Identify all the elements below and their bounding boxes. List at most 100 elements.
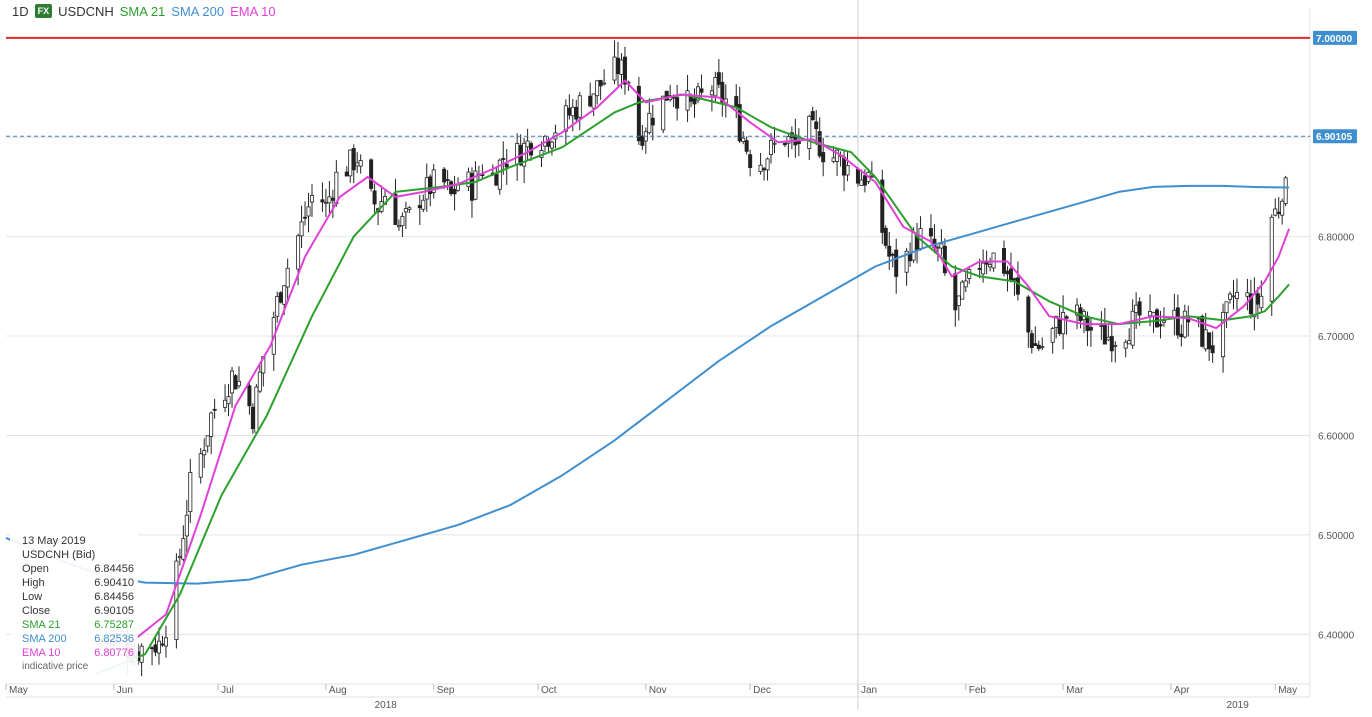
candle-body xyxy=(636,85,641,142)
indicator-sma200-label[interactable]: SMA 200 xyxy=(171,3,225,19)
candle-body xyxy=(153,644,158,653)
candle-body xyxy=(1029,333,1034,349)
x-tick-label: Jan xyxy=(861,685,877,696)
candle-body xyxy=(1280,200,1285,216)
candle-body xyxy=(1224,301,1229,314)
candle-body xyxy=(831,157,836,162)
candle-body xyxy=(796,140,801,145)
candle-body xyxy=(1231,295,1236,298)
candle-body xyxy=(977,268,982,270)
candle-body xyxy=(1106,336,1111,341)
candle-body xyxy=(400,216,405,227)
chart-header: 1D FX USDCNH SMA 21 SMA 200 EMA 10 xyxy=(0,0,276,22)
candle-body xyxy=(744,140,749,152)
candle-body xyxy=(748,154,753,169)
candle-body xyxy=(1113,344,1118,347)
x-tick-label: Mar xyxy=(1066,685,1084,696)
candle-body xyxy=(647,112,652,134)
x-tick-label: Oct xyxy=(541,685,557,696)
candle-body xyxy=(1269,216,1274,302)
candle-body xyxy=(769,139,774,155)
candle-body xyxy=(494,174,499,186)
candle-body xyxy=(1234,292,1239,299)
candle-body xyxy=(1228,293,1233,300)
info-row-label: High xyxy=(22,577,45,589)
candle-body xyxy=(205,435,210,447)
candle-body xyxy=(445,179,450,181)
candle-body xyxy=(501,158,506,160)
candle-body xyxy=(442,168,447,183)
candle-body xyxy=(230,370,235,394)
indicator-sma21-label[interactable]: SMA 21 xyxy=(119,3,166,19)
price-tag-label: 7.00000 xyxy=(1316,34,1353,45)
candle-body xyxy=(344,171,349,177)
candle-body xyxy=(330,197,335,201)
candle-body xyxy=(1273,208,1278,216)
info-row-value: 6.75287 xyxy=(94,619,134,631)
candle-body xyxy=(675,97,680,109)
candle-body xyxy=(1012,278,1017,281)
info-row-label: Close xyxy=(22,605,51,617)
info-row-value: 6.82536 xyxy=(94,633,134,645)
candle-body xyxy=(1137,301,1142,316)
candle-body xyxy=(786,136,791,144)
candle-body xyxy=(807,115,812,149)
info-row-value: 6.84456 xyxy=(94,563,134,575)
fx-icon: FX xyxy=(34,4,53,18)
timeframe-label[interactable]: 1D xyxy=(12,3,29,19)
candle-body xyxy=(1276,211,1281,215)
y-tick-label: 6.60000 xyxy=(1318,431,1355,442)
indicator-ema10-label[interactable]: EMA 10 xyxy=(230,3,276,19)
ohlc-info-panel: 13 May 2019 USDCNH (Bid) Open 6.84456 High… xyxy=(10,532,138,678)
candle-body xyxy=(862,175,867,186)
candle-body xyxy=(616,57,621,74)
candle-body xyxy=(1008,268,1013,281)
price-tag xyxy=(1313,30,1357,45)
candle-body xyxy=(1130,310,1135,346)
candle-body xyxy=(699,88,704,93)
sma200-line xyxy=(5,184,1290,585)
candle-body xyxy=(202,450,207,456)
candle-body xyxy=(984,262,989,265)
candle-body xyxy=(960,281,965,300)
x-tick-label: Nov xyxy=(649,685,667,696)
candle-body xyxy=(661,95,666,131)
info-date: 13 May 2019 xyxy=(22,535,86,547)
candle-body xyxy=(574,106,579,120)
candle-body xyxy=(372,190,377,205)
candle-body xyxy=(1161,320,1166,323)
info-row: Open 6.84456 xyxy=(22,562,134,576)
candle-body xyxy=(233,375,238,390)
x-year-label: 2019 xyxy=(1227,700,1250,711)
info-row-label: EMA 10 xyxy=(22,647,61,659)
info-row: Low 6.84456 xyxy=(22,590,134,604)
candle-body xyxy=(1064,316,1069,319)
candle-body xyxy=(1210,345,1215,354)
candle-body xyxy=(1200,315,1205,347)
candle-body xyxy=(734,96,739,108)
candle-body xyxy=(310,195,315,203)
candle-body xyxy=(1182,310,1187,338)
candle-body xyxy=(685,90,690,111)
candle-body xyxy=(595,80,600,97)
candle-body xyxy=(1207,332,1212,350)
x-tick-label: Sep xyxy=(437,685,455,696)
candle-body xyxy=(612,56,617,81)
candle-body xyxy=(184,514,189,537)
candle-body xyxy=(567,107,572,116)
candle-body xyxy=(549,141,554,149)
candle-body xyxy=(296,235,301,270)
candle-body xyxy=(282,285,287,305)
candle-body xyxy=(250,406,255,429)
candle-body xyxy=(396,225,401,228)
candle-body xyxy=(431,169,436,193)
y-tick-label: 6.80000 xyxy=(1318,233,1355,244)
candle-body xyxy=(859,179,864,186)
candle-body xyxy=(1175,307,1180,336)
candle-body xyxy=(1148,311,1153,317)
info-row-label: Open xyxy=(22,563,49,575)
candle-body xyxy=(709,90,714,96)
candle-body xyxy=(1088,327,1093,331)
symbol-label[interactable]: USDCNH xyxy=(58,3,114,19)
